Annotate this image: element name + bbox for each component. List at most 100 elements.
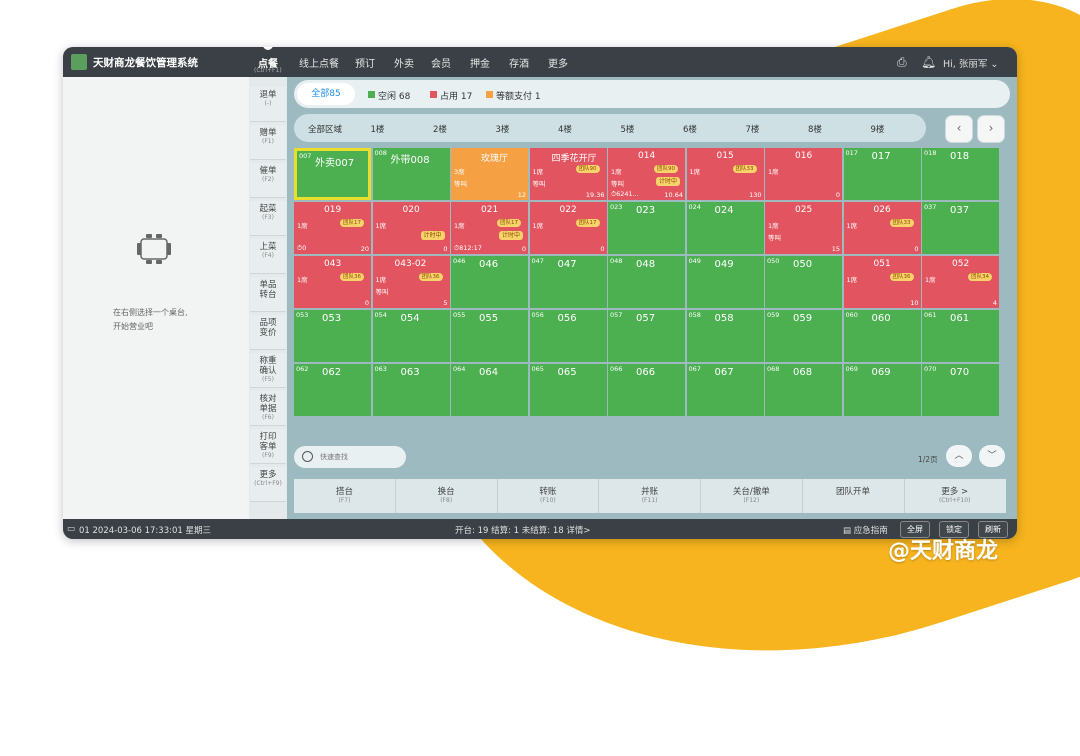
table-tile[interactable]: 070 070 — [922, 364, 999, 416]
table-tile[interactable]: 025 1席 等叫 15 — [765, 202, 842, 254]
table-tile[interactable]: 068 068 — [765, 364, 842, 416]
table-tile[interactable]: 048 048 — [608, 256, 685, 308]
area-tab[interactable]: 全部区域 — [308, 125, 343, 135]
table-tile[interactable]: 062 062 — [294, 364, 371, 416]
table-tile[interactable]: 053 053 — [294, 310, 371, 362]
table-tile[interactable]: 043-02 1席 等叫 团队36 5 — [372, 256, 450, 308]
table-tile[interactable]: 054 054 — [372, 310, 450, 362]
table-tile[interactable]: 四季花开厅 1席 等叫 团队90 19.36 — [529, 148, 607, 200]
fullscreen-button[interactable]: 全屏 — [900, 521, 930, 538]
table-tile[interactable]: 059 059 — [765, 310, 842, 362]
sidebar-button[interactable]: 起菜 (F3) — [250, 201, 286, 236]
action-button[interactable]: 转账 (F10) — [497, 479, 600, 513]
table-tile[interactable]: 016 1席 0 — [765, 148, 842, 200]
page-up-button[interactable]: ︿ — [946, 445, 972, 467]
user-menu[interactable]: Hi, 张丽军 ⌄ — [943, 56, 998, 70]
table-tile[interactable]: 060 060 — [843, 310, 921, 362]
table-tile[interactable]: 玫瑰厅 3席 等叫 12 — [451, 148, 528, 200]
table-tile[interactable]: 065 065 — [529, 364, 607, 416]
table-tile[interactable]: 021 1席 团队17 计时中 0 ⏱812:17 — [451, 202, 528, 254]
table-tile[interactable]: 047 047 — [529, 256, 607, 308]
table-tile[interactable]: 049 049 — [686, 256, 764, 308]
printer-icon[interactable]: ⎙ — [897, 55, 907, 69]
emergency-guide-link[interactable]: ▤ 应急指南 — [843, 524, 888, 536]
nav-item[interactable]: 会员 — [431, 59, 451, 70]
table-tile[interactable]: 018 018 — [922, 148, 999, 200]
sidebar-button[interactable]: 催单 (F2) — [250, 163, 286, 198]
table-tile[interactable]: 008 外带008 — [372, 148, 450, 200]
table-tile[interactable]: 052 1席 团队34 4 — [922, 256, 999, 308]
table-tile[interactable]: 022 1席 团队17 0 — [529, 202, 607, 254]
refresh-button[interactable]: 刷新 — [978, 521, 1008, 538]
table-tile[interactable]: 067 067 — [686, 364, 764, 416]
table-tile[interactable]: 056 056 — [529, 310, 607, 362]
action-button[interactable]: 更多 > (Ctrl+F10) — [904, 479, 1005, 513]
sidebar-button[interactable]: 称重 确认 (F5) — [250, 353, 286, 388]
area-tab[interactable]: 3楼 — [495, 125, 510, 135]
table-tile[interactable]: 058 058 — [686, 310, 764, 362]
table-tile[interactable]: 051 1席 团队36 10 — [843, 256, 921, 308]
area-tab[interactable]: 4楼 — [558, 125, 572, 135]
area-tab[interactable]: 5楼 — [620, 125, 635, 135]
page-down-button[interactable]: ﹀ — [979, 445, 1005, 467]
filter-all-button[interactable]: 全部85 — [297, 83, 355, 105]
table-tile[interactable]: 007 外卖007 — [294, 148, 371, 200]
sidebar-button[interactable]: 退单 (-) — [250, 87, 286, 122]
table-tile[interactable]: 026 1席 团队33 0 — [843, 202, 921, 254]
legend-filter[interactable]: 空闲 68 — [378, 92, 411, 102]
area-tab[interactable]: 6楼 — [683, 125, 697, 135]
action-button[interactable]: 搭台 (F7) — [294, 479, 396, 513]
table-tile[interactable]: 017 017 — [843, 148, 921, 200]
nav-item[interactable]: 外卖 — [394, 59, 414, 70]
table-tile[interactable]: 023 023 — [608, 202, 685, 254]
sidebar-button[interactable]: 单品 转台 — [250, 277, 286, 312]
table-tile[interactable]: 061 061 — [922, 310, 999, 362]
legend-filter[interactable]: 等额支付 1 — [496, 92, 541, 102]
legend-filter[interactable]: 占用 17 — [440, 92, 473, 102]
quick-search-input[interactable]: 快速查找 — [294, 446, 406, 468]
prev-area-button[interactable]: ‹ — [945, 115, 973, 143]
table-tile[interactable]: 019 1席 团队17 20 ⏱0 — [294, 202, 371, 254]
bell-icon[interactable]: 🔔︎ — [921, 55, 937, 69]
area-tab[interactable]: 9楼 — [870, 125, 885, 135]
table-tile[interactable]: 037 037 — [922, 202, 999, 254]
table-tile[interactable]: 015 1席 团队33 130 — [686, 148, 764, 200]
table-tile[interactable]: 055 055 — [451, 310, 528, 362]
nav-item[interactable]: 预订 — [355, 59, 375, 70]
lock-button[interactable]: 锁定 — [939, 521, 969, 538]
sidebar-button[interactable]: 更多 (Ctrl+F9) — [250, 467, 286, 502]
table-tile[interactable]: 066 066 — [608, 364, 685, 416]
action-button[interactable]: 并账 (F11) — [599, 479, 702, 513]
table-tile[interactable]: 057 057 — [608, 310, 685, 362]
action-button[interactable]: 团队开单 — [803, 479, 905, 513]
sidebar-button[interactable]: 赠单 (F1) — [250, 125, 286, 160]
area-tab[interactable]: 7楼 — [745, 125, 760, 135]
action-button[interactable]: 换台 (F8) — [396, 479, 498, 513]
table-tile[interactable]: 014 1席 等叫 团队90 计时中 10.64 ⏱6241... — [608, 148, 685, 200]
sidebar-button[interactable]: 上菜 (F4) — [250, 239, 286, 274]
nav-item[interactable]: 线上点餐 — [299, 59, 339, 70]
table-tile[interactable]: 024 024 — [686, 202, 764, 254]
table-tile[interactable]: 043 1席 团队36 0 — [294, 256, 371, 308]
nav-item[interactable]: 存酒 — [509, 59, 529, 70]
group-badge: 团队17 — [575, 219, 600, 227]
elapsed-time: ⏱812:17 — [454, 244, 482, 252]
area-tab[interactable]: 2楼 — [433, 125, 447, 135]
area-tab[interactable]: 8楼 — [808, 125, 822, 135]
status-summary[interactable]: 开台: 19 结算: 1 未结算: 18 详情> — [455, 526, 591, 536]
table-tile[interactable]: 046 046 — [451, 256, 528, 308]
table-tile[interactable]: 020 1席 计时中 0 — [372, 202, 450, 254]
area-tab[interactable]: 1楼 — [370, 125, 385, 135]
table-tile[interactable]: 050 050 — [765, 256, 842, 308]
action-button[interactable]: 关台/撤单 (F12) — [701, 479, 803, 513]
sidebar-button[interactable]: 打印 客单 (F9) — [250, 429, 286, 464]
table-tile[interactable]: 063 063 — [372, 364, 450, 416]
sidebar-button[interactable]: 核对 单据 (F6) — [250, 391, 286, 426]
nav-item[interactable]: 点餐 — [258, 59, 278, 70]
sidebar-button[interactable]: 品项 变价 — [250, 315, 286, 350]
nav-item[interactable]: 押金 — [470, 59, 490, 70]
table-tile[interactable]: 069 069 — [843, 364, 921, 416]
table-tile[interactable]: 064 064 — [451, 364, 528, 416]
nav-item[interactable]: 更多 — [548, 59, 568, 70]
next-area-button[interactable]: › — [977, 115, 1005, 143]
